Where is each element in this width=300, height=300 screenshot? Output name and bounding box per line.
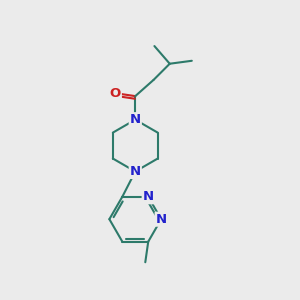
Text: N: N [130,165,141,178]
Text: N: N [143,190,154,203]
Text: O: O [110,87,121,100]
Text: N: N [156,213,167,226]
Text: N: N [130,113,141,126]
